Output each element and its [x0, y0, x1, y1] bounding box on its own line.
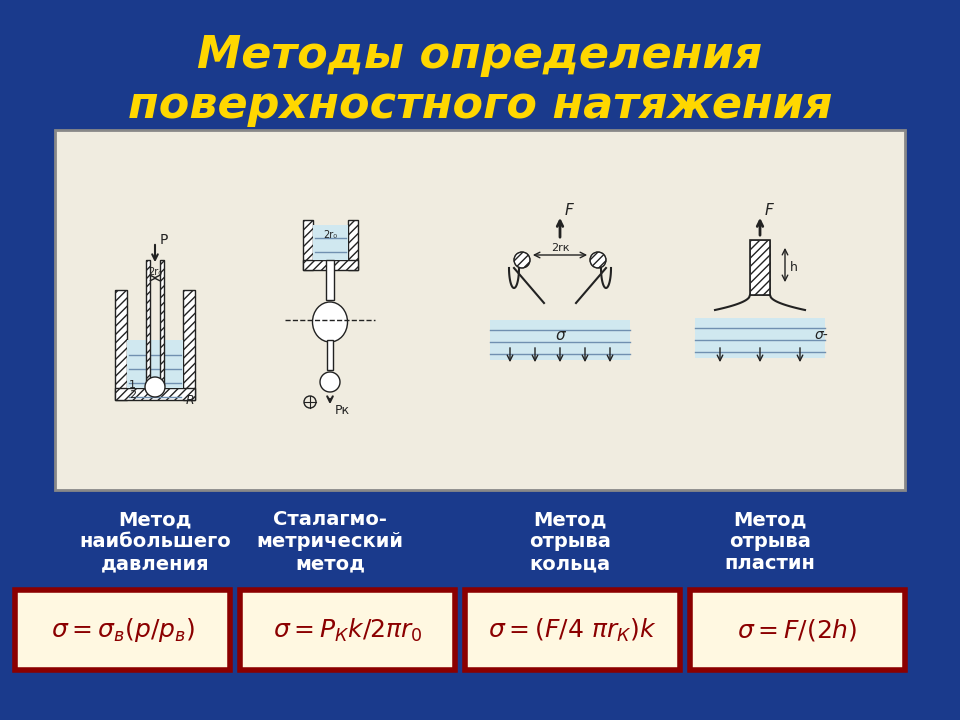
- FancyBboxPatch shape: [55, 130, 905, 490]
- Circle shape: [590, 252, 606, 268]
- Bar: [146, 260, 150, 385]
- Text: σ-: σ-: [815, 328, 828, 342]
- FancyBboxPatch shape: [690, 590, 905, 670]
- Text: $\sigma=(F/4\ \pi r_К)k$: $\sigma=(F/4\ \pi r_К)k$: [489, 616, 657, 644]
- Text: Метод
отрыва
пластин: Метод отрыва пластин: [725, 510, 815, 573]
- Bar: [326, 260, 334, 300]
- Bar: [127, 340, 183, 388]
- Bar: [348, 220, 357, 270]
- Bar: [302, 260, 357, 270]
- Text: 2r₀: 2r₀: [323, 230, 337, 240]
- Bar: [115, 388, 195, 400]
- Bar: [160, 260, 164, 385]
- Bar: [750, 240, 770, 295]
- Bar: [302, 220, 313, 270]
- Bar: [327, 340, 333, 370]
- Bar: [348, 220, 357, 270]
- Text: F: F: [765, 202, 774, 217]
- Text: $\sigma = P_К k/2\pi r_0$: $\sigma = P_К k/2\pi r_0$: [273, 616, 422, 644]
- Text: $\sigma=\sigma_в(p/p_в)$: $\sigma=\sigma_в(p/p_в)$: [51, 616, 195, 644]
- Bar: [183, 290, 195, 400]
- Bar: [115, 388, 195, 400]
- Bar: [302, 260, 357, 270]
- Bar: [115, 290, 127, 400]
- Bar: [695, 318, 825, 358]
- Text: Метод
наибольшего
давления: Метод наибольшего давления: [79, 510, 230, 573]
- FancyBboxPatch shape: [15, 590, 230, 670]
- FancyBboxPatch shape: [240, 590, 455, 670]
- Bar: [750, 240, 770, 295]
- Text: Сталагмо-
метрический
метод: Сталагмо- метрический метод: [256, 510, 403, 573]
- Text: 2: 2: [129, 390, 136, 400]
- Text: Метод
отрыва
кольца: Метод отрыва кольца: [529, 510, 611, 573]
- Text: Методы определения: Методы определения: [198, 34, 762, 76]
- Text: поверхностного натяжения: поверхностного натяжения: [128, 84, 832, 127]
- Bar: [146, 260, 150, 385]
- Polygon shape: [320, 372, 340, 392]
- Text: P: P: [160, 233, 168, 247]
- FancyBboxPatch shape: [465, 590, 680, 670]
- Ellipse shape: [313, 302, 348, 342]
- Text: h: h: [790, 261, 798, 274]
- Bar: [302, 220, 313, 270]
- Text: σ: σ: [555, 328, 564, 343]
- Bar: [115, 290, 127, 400]
- Text: F: F: [565, 202, 574, 217]
- Text: 2rк: 2rк: [551, 243, 569, 253]
- Bar: [313, 225, 348, 260]
- Bar: [490, 320, 630, 360]
- Circle shape: [514, 252, 530, 268]
- Text: $\sigma=F/(2h)$: $\sigma=F/(2h)$: [737, 617, 857, 643]
- Bar: [183, 290, 195, 400]
- Polygon shape: [145, 377, 165, 397]
- Bar: [160, 260, 164, 385]
- Text: 1: 1: [129, 380, 136, 390]
- Text: R: R: [185, 394, 194, 407]
- Text: Pк: Pк: [335, 403, 350, 416]
- Text: 2r₀: 2r₀: [148, 267, 162, 277]
